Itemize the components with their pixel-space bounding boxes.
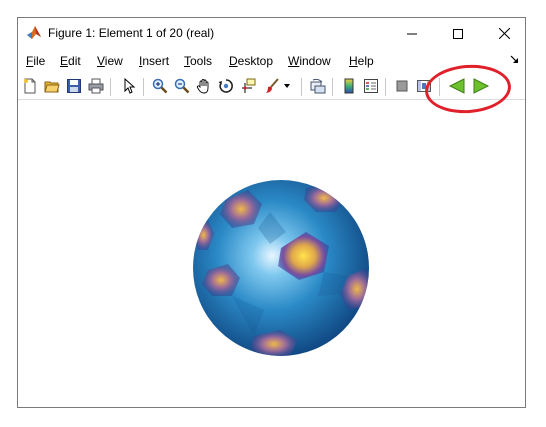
new-figure-button[interactable] xyxy=(21,77,39,95)
data-cursor-button[interactable] xyxy=(239,77,257,95)
zoom-in-icon xyxy=(152,78,168,94)
previous-arrow-icon xyxy=(448,78,465,94)
surface-facet xyxy=(258,212,286,244)
menu-tools[interactable]: Tools xyxy=(184,54,213,68)
hide-plot-tools-button[interactable] xyxy=(393,77,411,95)
title-bar: Figure 1: Element 1 of 20 (real) xyxy=(18,18,525,49)
sphere-surface-plot[interactable] xyxy=(18,100,525,408)
toolbar-separator xyxy=(301,78,302,96)
select-pointer-icon xyxy=(124,78,136,94)
brush-icon xyxy=(266,78,279,93)
toolbar-separator xyxy=(143,78,144,96)
menu-desktop[interactable]: Desktop xyxy=(229,54,274,68)
menu-edit[interactable]: Edit xyxy=(60,54,81,68)
chevron-down-icon xyxy=(284,84,290,88)
maximize-button[interactable] xyxy=(435,18,481,49)
zoom-out-icon xyxy=(174,78,190,94)
minimize-button[interactable] xyxy=(389,18,435,49)
surface-facet xyxy=(318,272,348,296)
maximize-icon xyxy=(453,28,463,39)
pan-button[interactable] xyxy=(195,77,213,95)
menu-file[interactable]: File xyxy=(26,54,46,68)
show-plot-tools-icon xyxy=(417,80,431,92)
toolbar-separator xyxy=(332,78,333,96)
figure-window: Figure 1: Element 1 of 20 (real) File Ed… xyxy=(17,17,526,408)
pan-hand-icon xyxy=(196,79,209,94)
link-plot-button[interactable] xyxy=(309,77,327,95)
link-plot-icon xyxy=(310,78,326,94)
save-button[interactable] xyxy=(65,77,83,95)
zoom-out-button[interactable] xyxy=(173,77,191,95)
close-button[interactable] xyxy=(481,18,525,49)
minimize-icon xyxy=(407,33,417,34)
rotate-3d-icon xyxy=(218,79,233,93)
new-figure-icon xyxy=(24,78,36,94)
print-icon xyxy=(88,78,104,94)
toolbar-separator xyxy=(385,78,386,96)
surface-patch xyxy=(278,232,329,280)
colorbar-icon xyxy=(344,78,354,94)
next-element-button[interactable] xyxy=(472,77,490,95)
menu-window[interactable]: Window xyxy=(288,54,331,68)
zoom-in-button[interactable] xyxy=(151,77,169,95)
brush-dropdown[interactable] xyxy=(282,77,292,95)
toolbar-separator xyxy=(439,78,440,96)
window-title: Figure 1: Element 1 of 20 (real) xyxy=(48,26,215,40)
previous-element-button[interactable] xyxy=(448,77,466,95)
open-file-button[interactable] xyxy=(43,77,61,95)
surface-patch xyxy=(250,330,298,356)
menu-help[interactable]: Help xyxy=(349,54,374,68)
data-cursor-icon xyxy=(242,78,256,93)
menu-insert[interactable]: Insert xyxy=(139,54,170,68)
legend-button[interactable] xyxy=(362,77,380,95)
open-file-icon xyxy=(44,81,60,93)
toolbar-separator xyxy=(110,78,111,96)
matlab-logo-icon xyxy=(27,26,41,39)
rotate-3d-button[interactable] xyxy=(217,77,235,95)
menu-bar: File Edit View Insert Tools Desktop Wind… xyxy=(18,51,525,71)
surface-patch xyxy=(202,264,240,296)
menu-view[interactable]: View xyxy=(97,54,123,68)
surface-facet xyxy=(232,296,264,336)
print-button[interactable] xyxy=(87,77,105,95)
figure-canvas[interactable] xyxy=(18,100,525,408)
legend-icon xyxy=(364,79,378,93)
edit-plot-button[interactable] xyxy=(120,77,138,95)
close-icon xyxy=(498,28,510,39)
surface-patch xyxy=(220,190,262,228)
show-plot-tools-button[interactable] xyxy=(415,77,433,95)
figure-toolbar xyxy=(18,73,525,100)
dock-figure-icon[interactable] xyxy=(510,55,519,64)
next-arrow-icon xyxy=(473,78,490,94)
brush-button[interactable] xyxy=(263,77,281,95)
colorbar-button[interactable] xyxy=(340,77,358,95)
hide-plot-tools-icon xyxy=(396,80,408,92)
save-icon xyxy=(67,79,81,93)
